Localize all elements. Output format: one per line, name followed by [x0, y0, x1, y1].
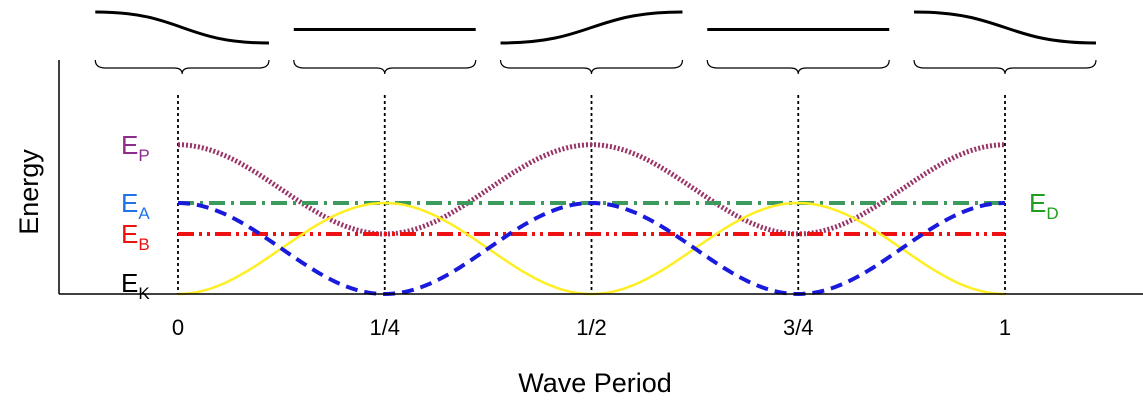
period-brace-1 [293, 59, 477, 75]
label-ek: EK [121, 268, 150, 303]
period-brace-4 [913, 59, 1097, 75]
label-ea: EA [121, 188, 150, 223]
x-tick-label-2: 1/2 [576, 315, 607, 340]
x-tick-label-3: 3/4 [783, 315, 814, 340]
series-line-ep [178, 142, 1005, 237]
period-brace-3 [706, 59, 890, 75]
period-brace-2 [499, 59, 684, 75]
y-axis-title: Energy [14, 149, 44, 235]
label-ed: ED [1029, 188, 1059, 223]
wave-profile-4 [914, 10, 1096, 45]
wave-profile-0 [95, 10, 269, 45]
period-brace-0 [94, 59, 270, 75]
series-line-epot [177, 200, 1006, 297]
axes [58, 60, 1143, 295]
x-tick-label-4: 1 [999, 315, 1011, 340]
period-braces [94, 59, 1097, 75]
label-eb: EB [121, 219, 150, 254]
x-tick-label-1: 1/4 [369, 315, 400, 340]
x-axis-title: Wave Period [518, 368, 672, 398]
label-ep: EP [121, 130, 150, 165]
x-tick-labels: 0 1/4 1/2 3/4 1 [172, 315, 1011, 340]
wave-profile-2 [500, 10, 683, 45]
x-tick-label-0: 0 [172, 315, 184, 340]
wave-profiles [95, 10, 1096, 45]
